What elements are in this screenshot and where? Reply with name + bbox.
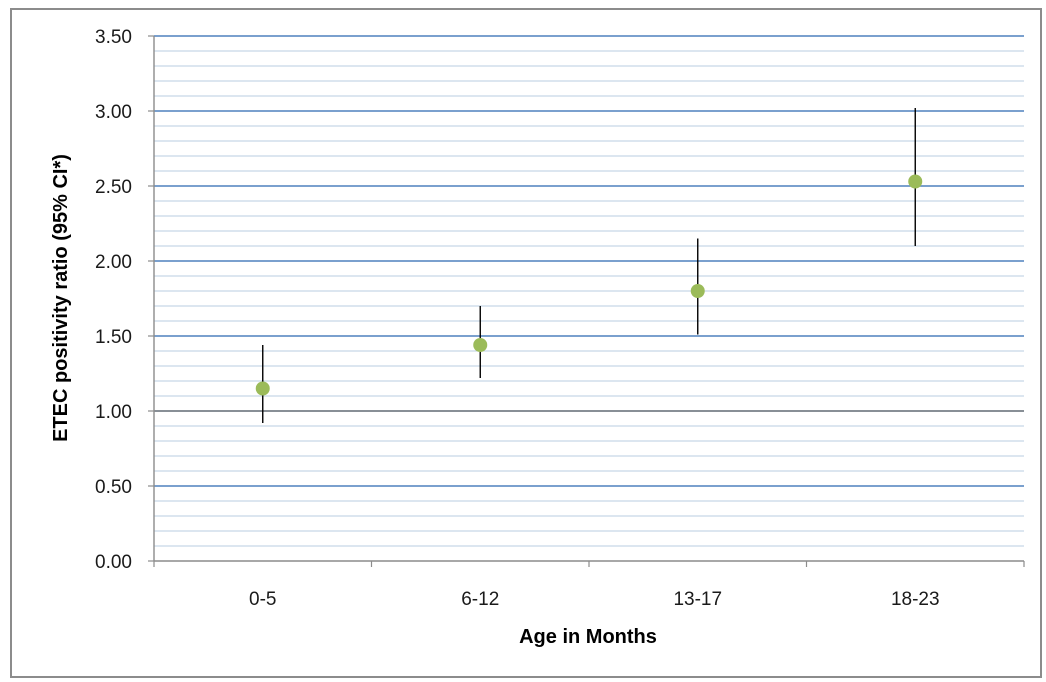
error-bars — [262, 108, 916, 423]
y-tick-label: 2.50 — [95, 177, 132, 198]
chart-frame — [10, 8, 1042, 678]
axis-layer — [148, 35, 1025, 567]
y-tick-label: 0.00 — [95, 552, 132, 573]
x-tick-label: 0-5 — [249, 589, 276, 610]
x-tick-label: 18-23 — [891, 589, 940, 610]
data-point — [908, 174, 923, 189]
x-axis-title: Age in Months — [519, 626, 657, 648]
x-tick-label: 13-17 — [673, 589, 722, 610]
tick-labels: 0.00 0.50 1.00 1.50 2.00 2.50 3.00 3.50 0-5 6-12 1… — [95, 27, 940, 610]
y-tick-label: 0.50 — [95, 477, 132, 498]
x-tick-label: 6-12 — [461, 589, 499, 610]
y-axis-title: ETEC positivity ratio (95% CI*) — [50, 154, 72, 442]
y-tick-label: 1.00 — [95, 402, 132, 423]
data-point — [473, 338, 488, 352]
y-tick-label: 3.00 — [95, 102, 132, 123]
data-point — [690, 284, 705, 298]
data-points — [255, 174, 923, 396]
grid-layer — [154, 35, 1024, 547]
y-tick-label: 3.50 — [95, 27, 132, 48]
y-tick-label: 2.00 — [95, 252, 132, 273]
data-point — [255, 381, 270, 396]
y-tick-label: 1.50 — [95, 327, 132, 348]
